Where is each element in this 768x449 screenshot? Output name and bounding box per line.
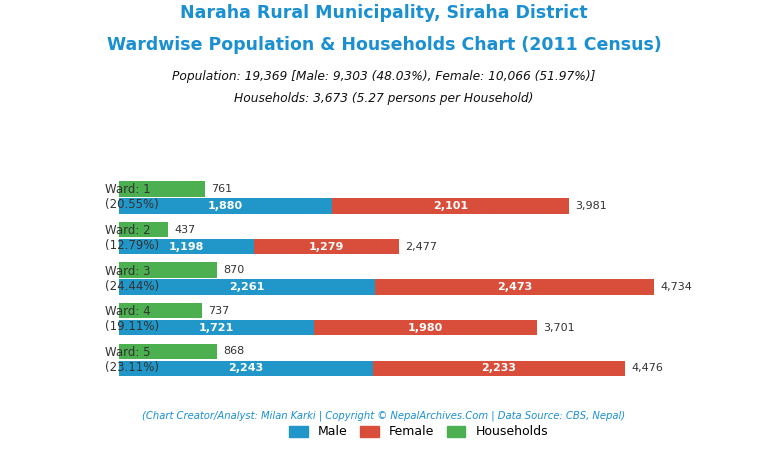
Text: Ward: 3
(24.44%): Ward: 3 (24.44%) [105,264,160,293]
Bar [375,279,654,295]
Text: 3,981: 3,981 [575,201,607,211]
Bar [119,320,313,335]
Text: Ward: 4
(19.11%): Ward: 4 (19.11%) [105,305,160,333]
Text: 868: 868 [223,346,245,356]
Legend: Male, Female, Households: Male, Female, Households [284,420,553,444]
Text: 4,734: 4,734 [660,282,692,292]
Text: 437: 437 [174,224,196,234]
Text: Ward: 2
(12.79%): Ward: 2 (12.79%) [105,224,160,252]
Text: 1,721: 1,721 [199,323,234,333]
Text: 761: 761 [211,184,233,194]
Text: 2,243: 2,243 [228,363,263,373]
Bar [119,239,254,254]
Text: 2,101: 2,101 [432,201,468,211]
Bar [313,320,538,335]
Text: 1,198: 1,198 [169,242,204,251]
Text: 3,701: 3,701 [544,323,575,333]
Text: 2,261: 2,261 [229,282,264,292]
Text: 1,880: 1,880 [207,201,243,211]
Text: Naraha Rural Municipality, Siraha District: Naraha Rural Municipality, Siraha Distri… [180,4,588,22]
Text: Ward: 1
(20.55%): Ward: 1 (20.55%) [105,184,159,211]
Text: (Chart Creator/Analyst: Milan Karki | Copyright © NepalArchives.Com | Data Sourc: (Chart Creator/Analyst: Milan Karki | Co… [142,411,626,421]
Text: 2,233: 2,233 [482,363,516,373]
Bar [119,279,375,295]
Bar [119,303,202,318]
Text: Households: 3,673 (5.27 persons per Household): Households: 3,673 (5.27 persons per Hous… [234,92,534,105]
Bar [119,198,332,214]
Bar [119,343,217,359]
Bar [119,222,168,237]
Text: 737: 737 [209,306,230,316]
Bar [254,239,399,254]
Text: 870: 870 [223,265,245,275]
Text: 4,476: 4,476 [631,363,663,373]
Text: 1,279: 1,279 [309,242,344,251]
Text: Wardwise Population & Households Chart (2011 Census): Wardwise Population & Households Chart (… [107,36,661,54]
Bar [119,361,372,376]
Bar [372,361,625,376]
Bar [119,262,217,278]
Text: Population: 19,369 [Male: 9,303 (48.03%), Female: 10,066 (51.97%)]: Population: 19,369 [Male: 9,303 (48.03%)… [172,70,596,83]
Text: 2,477: 2,477 [406,242,437,251]
Text: 2,473: 2,473 [497,282,532,292]
Text: 1,980: 1,980 [408,323,443,333]
Bar [119,181,205,197]
Bar [332,198,569,214]
Text: Ward: 5
(23.11%): Ward: 5 (23.11%) [105,346,160,374]
